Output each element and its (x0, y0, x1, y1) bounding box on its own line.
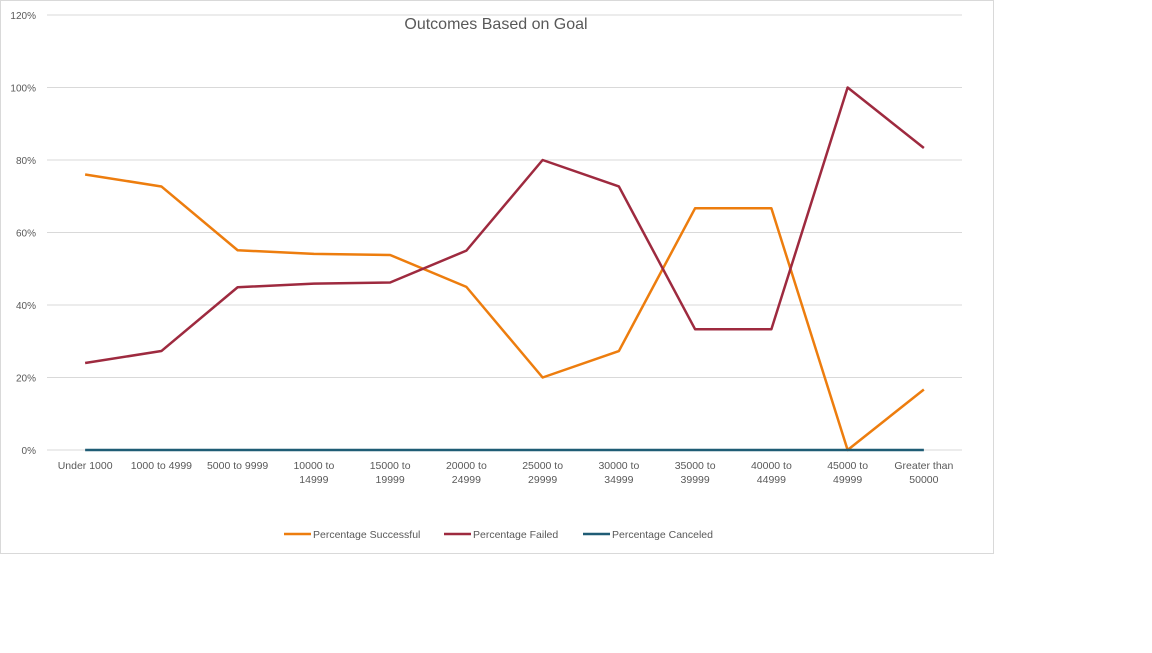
x-tick-label: 30000 to (598, 460, 639, 472)
y-tick-label: 40% (16, 301, 36, 312)
y-tick-label: 0% (22, 446, 37, 457)
legend-label: Percentage Canceled (612, 529, 713, 541)
y-tick-label: 120% (10, 11, 36, 22)
x-tick-label: 24999 (452, 474, 481, 486)
legend: Percentage Successful Percentage Failed Pe… (284, 529, 713, 541)
series-line-percentage-successful (84, 173, 925, 452)
chart-border (0, 0, 994, 554)
legend-label: Percentage Successful (313, 529, 420, 541)
x-tick-label: 25000 to (522, 460, 563, 472)
x-tick-label: 44999 (757, 474, 786, 486)
legend-label: Percentage Failed (473, 529, 558, 541)
x-tick-label: 50000 (909, 474, 938, 486)
x-tick-label: 1000 to 4999 (131, 460, 192, 472)
x-tick-label: 40000 to (751, 460, 792, 472)
series-lines (84, 86, 925, 452)
chart-title: Outcomes Based on Goal (404, 16, 587, 33)
x-tick-label: 34999 (604, 474, 633, 486)
x-tick-label: 20000 to (446, 460, 487, 472)
y-tick-label: 60% (16, 229, 36, 240)
y-tick-label: 80% (16, 156, 36, 167)
x-tick-label: 5000 to 9999 (207, 460, 268, 472)
x-tick-label: Greater than (894, 460, 953, 472)
x-tick-label: 29999 (528, 474, 557, 486)
x-tick-label: 45000 to (827, 460, 868, 472)
x-tick-label: 14999 (299, 474, 328, 486)
series-line-percentage-failed (84, 86, 925, 365)
y-tick-label: 100% (10, 84, 36, 95)
x-tick-label: 35000 to (675, 460, 716, 472)
y-tick-label: 20% (16, 374, 36, 385)
x-tick-label: 15000 to (370, 460, 411, 472)
x-tick-label: 10000 to (293, 460, 334, 472)
y-axis-tick-labels: 0% 20% 40% 60% 80% 100% 120% (10, 11, 36, 457)
x-tick-label: 39999 (681, 474, 710, 486)
x-tick-label: 19999 (376, 474, 405, 486)
x-axis-tick-labels: Under 1000 1000 to 4999 5000 to 9999 10000 … (58, 460, 954, 486)
x-tick-label: 49999 (833, 474, 862, 486)
x-tick-label: Under 1000 (58, 460, 113, 472)
